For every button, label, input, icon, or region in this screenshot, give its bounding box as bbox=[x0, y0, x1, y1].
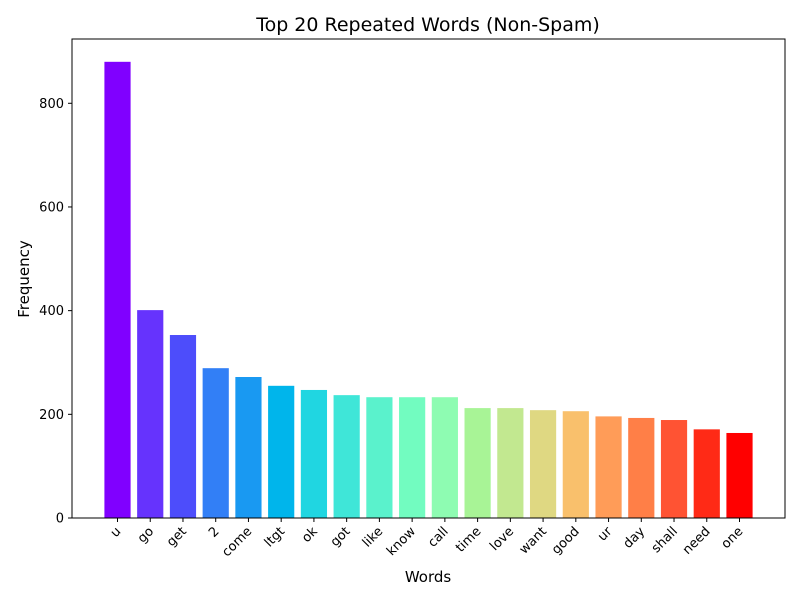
bar-want bbox=[529, 410, 557, 518]
bar-time bbox=[464, 408, 491, 518]
y-tick-label: 0 bbox=[56, 512, 64, 527]
x-axis-title: Words bbox=[405, 568, 452, 586]
bar-good bbox=[562, 411, 589, 518]
bar-got bbox=[333, 395, 360, 518]
y-axis-title: Frequency bbox=[15, 240, 33, 318]
bar-call bbox=[431, 397, 458, 518]
y-tick-label: 600 bbox=[39, 200, 64, 215]
bar-love bbox=[497, 408, 524, 518]
chart-title: Top 20 Repeated Words (Non-Spam) bbox=[255, 14, 600, 36]
bar-ltgt bbox=[268, 385, 295, 518]
y-tick-label: 400 bbox=[39, 304, 64, 319]
bar-need bbox=[693, 429, 720, 518]
plot-frame bbox=[71, 38, 786, 519]
bar-like bbox=[366, 397, 393, 518]
bar-shall bbox=[660, 420, 688, 518]
bar-go bbox=[137, 310, 164, 518]
bar-2 bbox=[202, 368, 229, 518]
bars-group bbox=[104, 61, 753, 519]
bar-get bbox=[169, 335, 197, 518]
bar-ok bbox=[300, 389, 328, 518]
bar-come bbox=[235, 377, 262, 518]
bar-day bbox=[628, 417, 655, 518]
y-tick-label: 200 bbox=[39, 408, 64, 423]
bar-u bbox=[104, 61, 131, 519]
bar-one bbox=[726, 432, 753, 518]
bar-ur bbox=[595, 416, 622, 518]
y-tick-label: 800 bbox=[39, 97, 64, 112]
bar-know bbox=[399, 397, 426, 518]
y-ticks-group: 0 200 400 600 800 bbox=[39, 97, 72, 527]
